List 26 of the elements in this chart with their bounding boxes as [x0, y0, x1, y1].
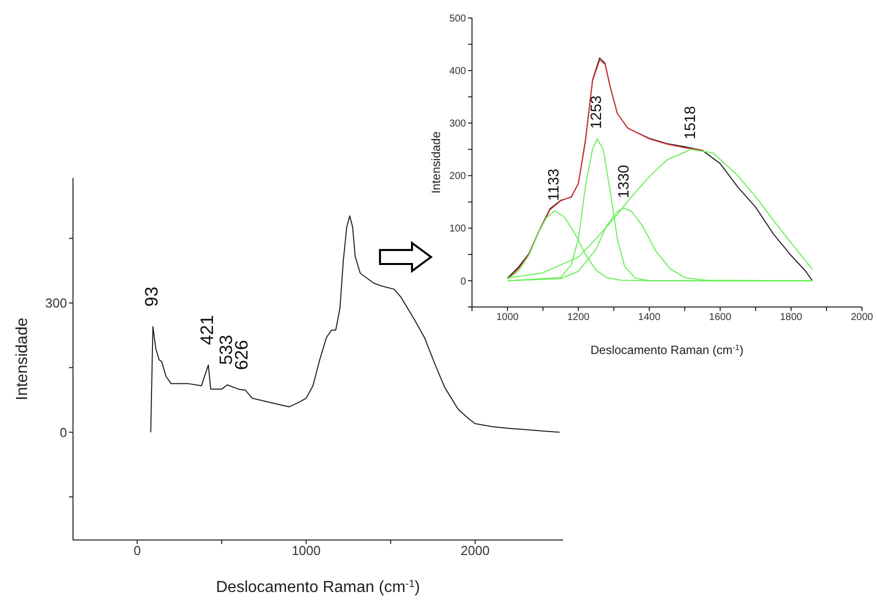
annotation: 1330	[615, 164, 632, 198]
y-tick-label: 500	[449, 14, 466, 25]
x-axis-title: Deslocamento Raman (cm$^{-1}$)	[590, 342, 744, 357]
annotation: 93	[142, 286, 162, 307]
y-tick-label: 200	[449, 171, 466, 182]
y-tick-label: 100	[449, 224, 466, 235]
x-tick-label: 0	[134, 543, 141, 558]
x-axis-title: Deslocamento Raman (cm$^{-1}$)	[216, 578, 420, 596]
x-tick-label: 2000	[850, 312, 874, 324]
y-axis-title: Intensidade	[429, 131, 444, 194]
x-tick-label: 1600	[709, 312, 732, 324]
y-tick-label: 400	[449, 66, 466, 78]
annotation: 1253	[588, 95, 606, 129]
x-tick-label: 2000	[460, 543, 490, 558]
x-tick-label: 1400	[638, 312, 661, 324]
x-tick-label: 1000	[496, 312, 520, 324]
y-axis-title: Intensidade	[14, 318, 32, 400]
x-tick-label: 1800	[780, 312, 803, 324]
annotation: 421	[197, 314, 218, 346]
y-tick-label: 300	[45, 296, 67, 311]
x-tick-label: 1000	[292, 543, 321, 558]
y-tick-label: 300	[449, 118, 466, 130]
annotation: 1133	[546, 168, 563, 201]
x-tick-label: 1200	[567, 312, 590, 324]
y-tick-label: 0	[460, 276, 466, 288]
annotation: 1518	[682, 106, 700, 140]
